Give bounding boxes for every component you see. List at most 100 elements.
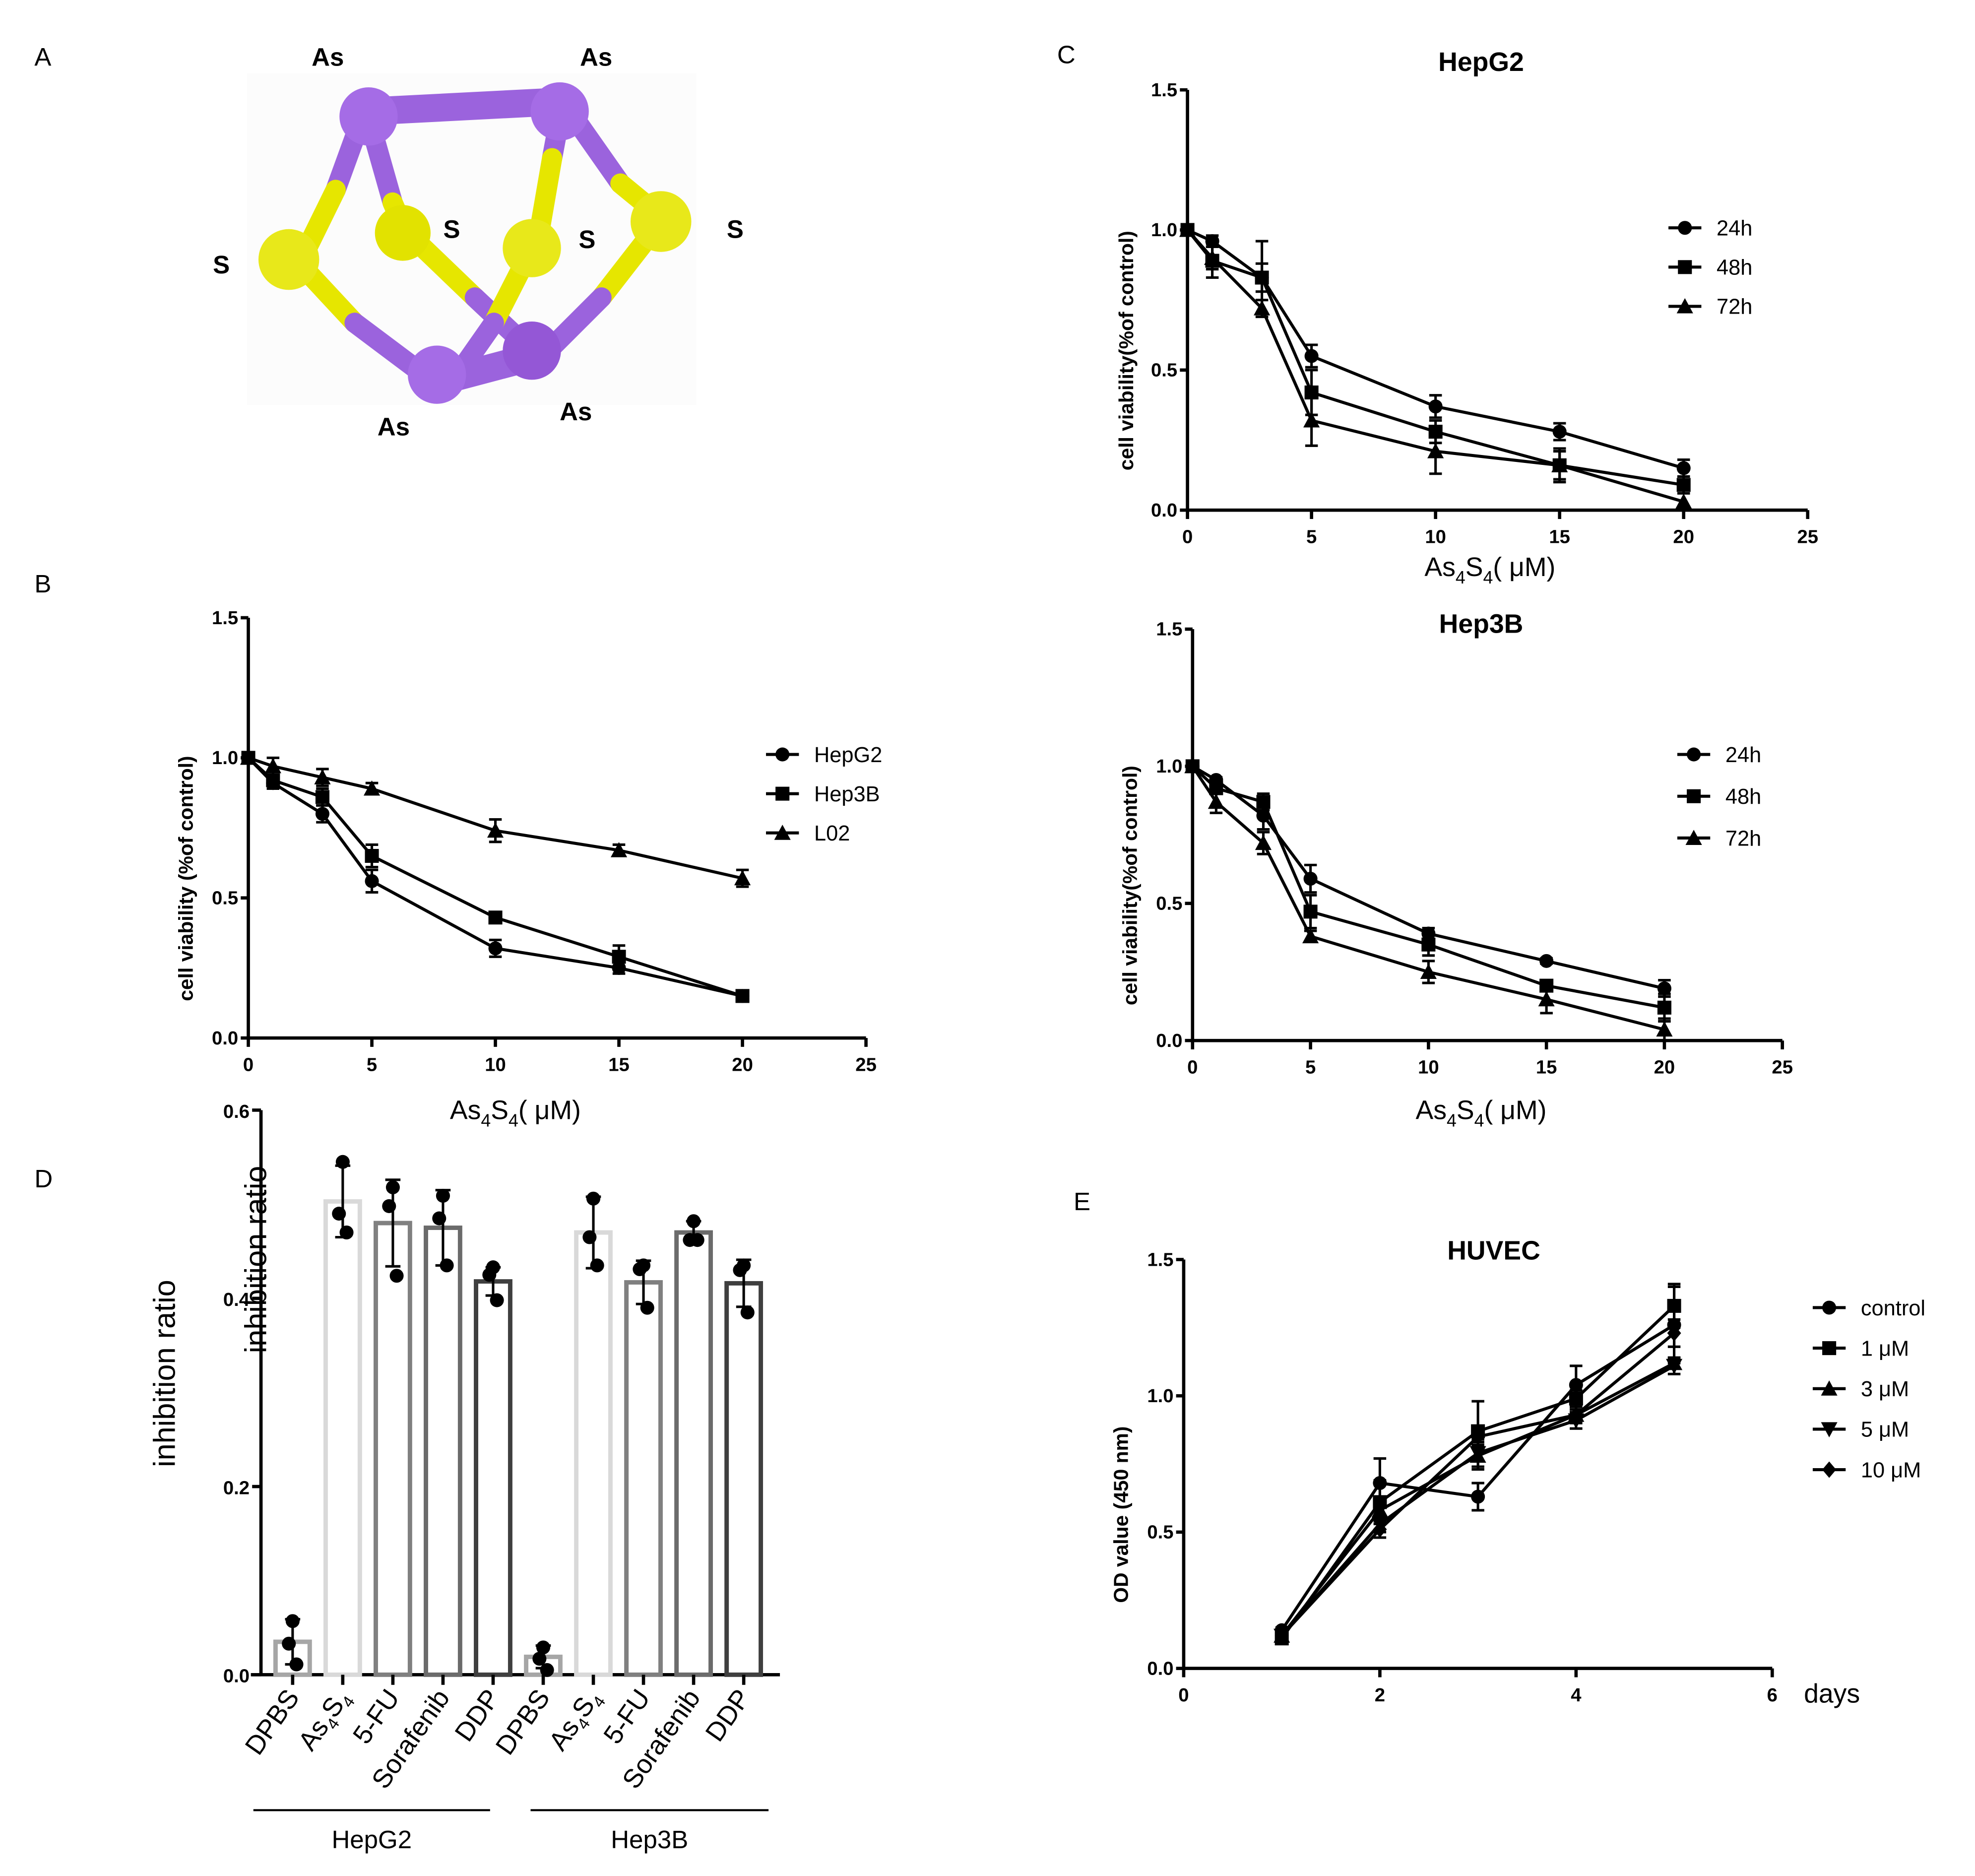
x-tick-label: 20 (1673, 526, 1694, 547)
bar (474, 1279, 512, 1677)
x-axis-label: days (1804, 1679, 1860, 1708)
legend-item: HepG2 (766, 743, 882, 767)
y-tick-label: 0.5 (1156, 893, 1182, 914)
data-point (612, 950, 626, 964)
panel-label-b: B (34, 570, 51, 598)
y-tick-label: 1.5 (1147, 1249, 1173, 1270)
x-axis-label-part: 4 (509, 1111, 518, 1131)
data-point (385, 1180, 400, 1195)
data-point (1304, 349, 1319, 363)
legend-label: 24h (1717, 217, 1752, 241)
y-tick-label: 0.0 (1151, 500, 1177, 521)
series-72h (1179, 221, 1692, 509)
data-point (314, 769, 331, 784)
data-point (389, 1269, 404, 1283)
data-point (1569, 1378, 1583, 1392)
data-point (487, 822, 504, 838)
legend-marker (1822, 1341, 1837, 1356)
x-tick-label: 5 (1306, 526, 1317, 547)
legend-marker (1821, 1422, 1838, 1437)
legend-marker (1687, 747, 1701, 762)
data-point (1676, 478, 1691, 492)
legend-marker (1822, 1300, 1837, 1315)
y-tick-label: 1.5 (212, 607, 238, 629)
legend-label: 1 μM (1861, 1337, 1909, 1360)
data-point (264, 758, 281, 774)
data-point (1256, 795, 1271, 809)
legend-item: 1 μM (1812, 1337, 1909, 1360)
x-axis-label: As4S4( μM) (1424, 553, 1555, 587)
legend-item: 24h (1677, 743, 1761, 767)
bar (724, 1281, 764, 1677)
y-tick-label: 1.0 (212, 747, 238, 769)
data-point (536, 1640, 551, 1655)
atom-label: S (727, 215, 744, 244)
bar-group (374, 1178, 412, 1677)
data-point (1428, 399, 1443, 414)
group-label: HepG2 (331, 1825, 412, 1854)
legend-label: HepG2 (814, 743, 882, 767)
x-axis-label: As4S4( μM) (1415, 1096, 1546, 1130)
data-point (440, 1258, 454, 1273)
bar-group (474, 1260, 512, 1677)
data-point (1656, 1021, 1673, 1037)
legend-marker (775, 786, 790, 801)
atom-as (339, 87, 398, 146)
bar (624, 1280, 663, 1677)
bar (674, 1230, 713, 1677)
series-line (1280, 1304, 1675, 1639)
bar (374, 1221, 412, 1677)
x-tick-label: 10 (1425, 526, 1446, 547)
x-axis-label-part: As (1415, 1096, 1447, 1125)
y-tick-label: 0.5 (1147, 1522, 1173, 1543)
x-tick-label: DPBS (240, 1684, 305, 1760)
legend-item: Hep3B (766, 782, 880, 806)
legend-marker (1822, 1461, 1837, 1478)
as4s4-molecule-model: As As As As S S S S (213, 43, 744, 441)
atom-as (408, 345, 466, 404)
bar (574, 1230, 613, 1677)
data-point (1538, 991, 1555, 1007)
legend-marker (1821, 1380, 1838, 1396)
bond-s-as (591, 230, 656, 308)
data-point (1676, 461, 1691, 475)
legend-label: 5 μM (1861, 1418, 1909, 1442)
data-point (1427, 443, 1444, 458)
data-point (1657, 981, 1671, 996)
atom-label: As (580, 43, 612, 71)
data-point (488, 910, 503, 925)
data-point (1373, 1521, 1387, 1538)
data-point (1469, 1446, 1486, 1462)
legend-label: 10 μM (1861, 1458, 1921, 1482)
data-point (1184, 758, 1201, 774)
x-tick-label: 25 (855, 1054, 877, 1075)
data-point (315, 807, 329, 821)
x-axis-label-part: As (450, 1096, 481, 1125)
legend-item: 5 μM (1812, 1418, 1909, 1442)
legend-marker (774, 825, 791, 840)
y-tick-label: 0.2 (223, 1477, 250, 1498)
legend-marker (1678, 221, 1692, 235)
y-tick-label: 1.0 (1156, 756, 1182, 777)
chart-title: HUVEC (1447, 1236, 1540, 1266)
y-tick-label: 0.0 (1156, 1030, 1182, 1051)
legend-label: 3 μM (1861, 1377, 1909, 1401)
legend-item: 10 μM (1812, 1458, 1921, 1482)
panel-label-a: A (34, 43, 51, 71)
x-axis-label-part: ( μM) (1493, 553, 1555, 582)
legend-label: Hep3B (814, 782, 880, 806)
data-point (1421, 937, 1436, 952)
chart-b-cell-viability: 0.0 0.5 1.0 1.5 0 5 10 15 20 25 cell viability (%o… (174, 607, 882, 1131)
data-point (1420, 964, 1437, 979)
bond-s-as (529, 148, 563, 242)
data-point (365, 874, 379, 888)
series-hep3b (241, 751, 750, 1003)
atom-as (503, 322, 561, 380)
atom-label: As (312, 43, 344, 71)
y-tick-label: 0.0 (212, 1028, 238, 1049)
bar-group (624, 1258, 663, 1677)
data-point (640, 1300, 654, 1315)
chart-c-hepg2: 0.0 0.5 1.0 1.5 0 5 10 15 20 25 HepG2 cell viabilit… (1115, 48, 1818, 587)
x-tick-label: 5 (367, 1054, 377, 1075)
